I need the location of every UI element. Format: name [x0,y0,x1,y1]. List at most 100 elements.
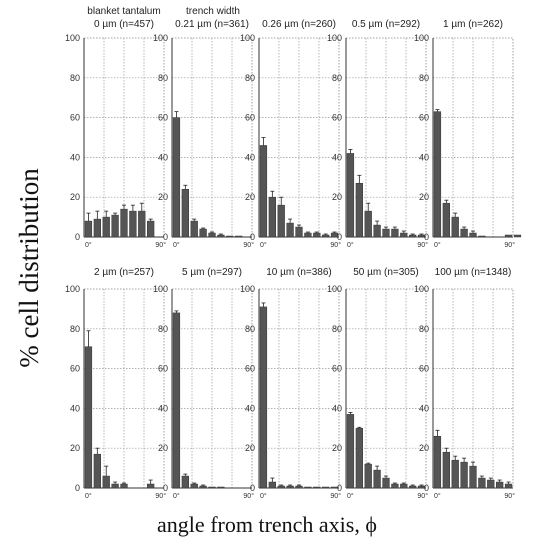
x-tick-label-end: 90° [155,492,166,500]
bar [286,485,294,489]
y-tick-label: 80 [332,73,342,83]
y-tick-label: 20 [158,443,168,453]
bar [147,220,155,238]
bar [382,477,390,489]
bar [442,202,450,238]
x-tick-label-start: 0° [85,492,92,500]
panel-10: 100 µm (n=1348) 0 20 40 60 80 100 0° 90° [414,267,515,500]
bar [409,234,417,238]
bar [120,483,128,489]
y-tick-label: 80 [332,324,342,334]
y-tick-label: 100 [65,284,80,294]
y-tick-label: 0 [75,483,80,493]
x-tick-label-end: 90° [155,241,166,249]
bar [295,226,303,238]
y-tick-label: 80 [158,324,168,334]
x-tick-label-start: 0° [347,492,354,500]
y-tick-label: 40 [332,152,342,162]
bar [181,188,189,238]
bar [277,204,285,238]
bar [355,428,363,489]
bar [373,224,381,238]
bar [382,228,390,238]
bar [295,485,303,489]
bar [93,453,101,489]
y-tick-label: 40 [245,152,255,162]
y-tick-label: 0 [250,232,255,242]
bar [364,210,372,238]
bar [93,218,101,238]
y-tick-label: 80 [70,324,80,334]
y-tick-label: 20 [419,192,429,202]
bar [208,232,216,238]
y-tick-label: 60 [419,364,429,374]
x-tick-label-start: 0° [260,492,267,500]
y-tick-label: 0 [163,232,168,242]
y-tick-label: 80 [245,73,255,83]
bar [478,235,486,238]
panel-4: 0.5 µm (n=292) 0 20 40 60 80 100 0° 90° [327,19,428,249]
y-tick-label: 60 [158,364,168,374]
panel-title: 0.21 µm (n=361) [175,19,249,30]
y-tick-label: 60 [158,113,168,123]
bar [322,486,330,489]
x-tick-label-end: 90° [504,241,515,249]
header-trench-width: trench width [186,6,240,17]
x-tick-label-start: 0° [434,492,441,500]
x-tick-label-end: 90° [243,492,254,500]
bar [102,475,110,489]
y-tick-label: 80 [419,73,429,83]
bar [442,451,450,489]
bar [138,210,146,238]
bar [199,228,207,238]
y-tick-label: 40 [158,403,168,413]
bar [277,485,285,489]
panel-title: 0 µm (n=457) [94,19,154,30]
y-tick-label: 0 [250,483,255,493]
bar [364,463,372,489]
bar [469,232,477,238]
x-tick-label-start: 0° [85,241,92,249]
bar [433,436,442,489]
bar [433,111,442,238]
bar [373,469,381,489]
bar [504,234,513,238]
bar [409,485,417,489]
bar [355,183,363,238]
y-tick-label: 0 [337,232,342,242]
bar [226,235,234,238]
bar [322,234,330,238]
bar [460,461,468,489]
bar [478,477,486,489]
header-blanket-tantalum: blanket tantalum [87,6,160,17]
y-tick-label: 0 [75,232,80,242]
y-tick-label: 100 [414,33,429,43]
y-tick-label: 0 [337,483,342,493]
bar [259,145,268,238]
panel-title: 50 µm (n=305) [353,267,419,278]
bar [400,232,408,238]
y-tick-label: 60 [245,113,255,123]
bar [268,196,276,238]
x-tick-label-end: 90° [330,241,341,249]
panel-2: 0.21 µm (n=361) 0 20 40 60 80 100 0° 90° [153,19,254,249]
y-tick-label: 20 [419,443,429,453]
bar [84,346,93,489]
panel-9: 50 µm (n=305) 0 20 40 60 80 100 0° 90° [327,267,428,500]
x-tick-label-end: 90° [330,492,341,500]
bar [147,483,155,489]
y-tick-label: 40 [158,152,168,162]
panel-grid: 0 µm (n=457) 0 20 40 60 80 100 0° 90° 0.21 µm (n=… [65,19,522,500]
y-tick-label: 0 [424,232,429,242]
y-tick-label: 60 [419,113,429,123]
y-tick-label: 60 [70,364,80,374]
bar [199,485,207,489]
bar [217,486,225,489]
bar [129,210,137,238]
y-tick-label: 20 [245,443,255,453]
bar [391,483,399,489]
y-tick-label: 60 [332,113,342,123]
y-tick-label: 20 [245,192,255,202]
y-tick-label: 80 [158,73,168,83]
x-tick-label-start: 0° [434,241,441,249]
